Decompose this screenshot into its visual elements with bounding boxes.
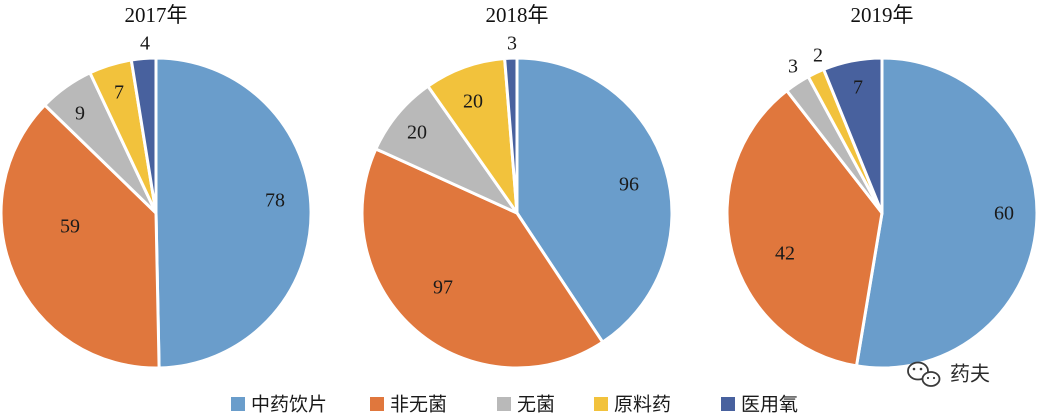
pie-title: 2017年: [125, 3, 188, 27]
legend-item: 非无菌: [370, 394, 447, 416]
pie-title: 2019年: [851, 3, 914, 27]
data-label: 97: [433, 277, 453, 299]
data-label: 42: [775, 243, 795, 265]
data-label: 3: [788, 56, 798, 78]
data-label: 20: [463, 91, 483, 113]
legend-item: 无菌: [497, 394, 555, 416]
legend-label: 原料药: [614, 394, 671, 416]
watermark-text: 药夫: [950, 362, 990, 386]
data-label: 60: [994, 203, 1014, 225]
legend-swatch: [497, 397, 511, 411]
legend-label: 中药饮片: [251, 394, 327, 416]
data-label: 7: [114, 82, 124, 104]
pie-slice: [360, 147, 605, 370]
legend-label: 无菌: [517, 394, 555, 416]
legend-item: 原料药: [594, 394, 671, 416]
wechat-icon: [907, 361, 941, 387]
data-label: 3: [507, 33, 517, 55]
legend-item: 医用氧: [721, 394, 798, 416]
data-label: 96: [619, 174, 639, 196]
pie-slice: [0, 103, 161, 370]
data-label: 78: [265, 190, 285, 212]
legend-swatch: [231, 397, 245, 411]
data-label: 4: [140, 33, 150, 55]
legend-swatch: [370, 397, 384, 411]
legend: 中药饮片 非无菌 无菌 原料药 医用氧: [231, 394, 798, 416]
data-label: 7: [853, 77, 863, 99]
legend-label: 非无菌: [390, 394, 447, 416]
pie-slice: [725, 89, 884, 368]
pie-slice: [822, 56, 884, 215]
pie-chart-3: 2019年 60 42 3 2 7: [725, 3, 1039, 370]
watermark: 药夫: [907, 361, 990, 387]
legend-swatch: [721, 397, 735, 411]
pie-chart-2: 2018年 96 97 20 20 3: [360, 3, 674, 370]
pie-slice: [129, 56, 158, 215]
legend-label: 医用氧: [741, 394, 798, 416]
pie-slice: [854, 56, 1039, 370]
pie-title: 2018年: [486, 3, 549, 27]
pie-chart-1: 2017年 78 59 9 7 4: [0, 3, 313, 370]
data-label: 59: [60, 216, 80, 238]
legend-swatch: [594, 397, 608, 411]
data-label: 9: [75, 103, 85, 125]
pie-slice: [503, 56, 519, 215]
data-label: 20: [407, 122, 427, 144]
data-label: 2: [813, 45, 823, 67]
legend-item: 中药饮片: [231, 394, 327, 416]
pie-slice: [154, 56, 313, 370]
